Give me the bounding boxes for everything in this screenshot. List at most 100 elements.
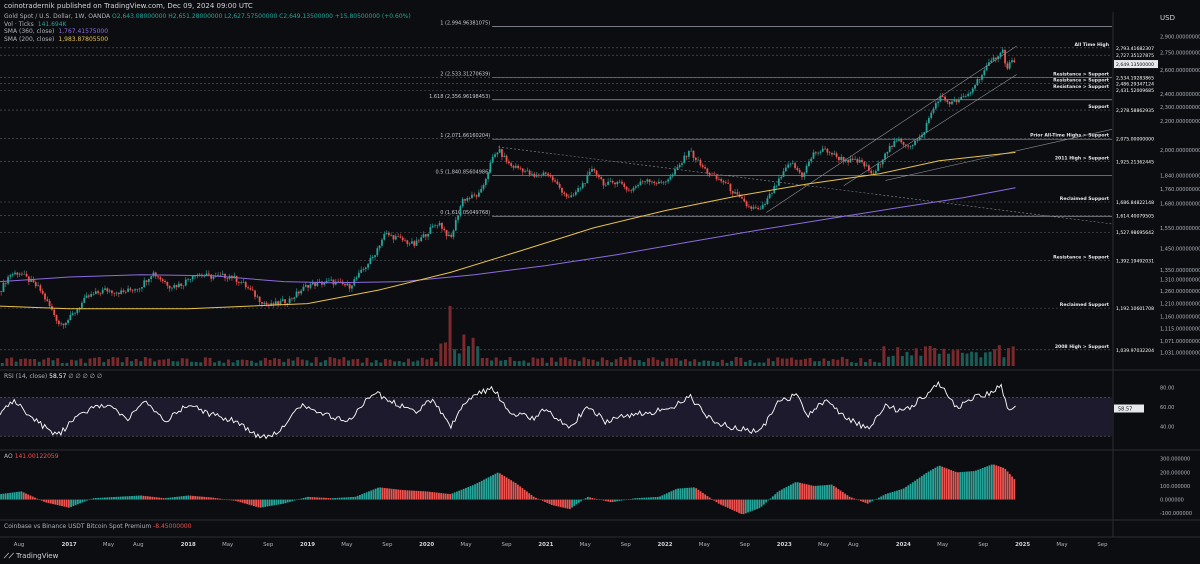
price-candle [83, 297, 86, 303]
volume-bar [993, 349, 997, 366]
volume-bar [527, 362, 531, 366]
ao-bar [767, 499, 770, 501]
volume-bar [651, 357, 655, 366]
volume-bar [1011, 346, 1015, 366]
price-candle [597, 174, 600, 178]
price-candle [826, 148, 829, 153]
ao-bar [449, 494, 452, 500]
ao-bar [198, 496, 201, 500]
price-candle [962, 96, 965, 97]
volume-bar [365, 357, 369, 366]
sr-price-label: 2,278.58862935 [1116, 108, 1154, 114]
price-candle [129, 288, 132, 290]
price-candle [399, 236, 402, 238]
volume-bar [323, 360, 327, 366]
ao-bar [81, 499, 84, 503]
sma360-label[interactable]: SMA (360, close) [4, 28, 55, 36]
ao-bar [135, 495, 138, 500]
volume-bar [46, 357, 50, 366]
price-candle [471, 194, 473, 199]
price-candle [745, 201, 748, 206]
ao-bar [697, 489, 700, 500]
price-candle [928, 118, 930, 124]
ao-bar [178, 496, 181, 500]
price-candle [224, 273, 226, 279]
price-candle [704, 167, 706, 169]
price-candle [242, 282, 245, 283]
ao-bar [796, 482, 799, 500]
symbol-title[interactable]: Gold Spot / U.S. Dollar, 1W, OANDA [4, 13, 111, 20]
volume-bar [674, 357, 678, 366]
price-candle [801, 172, 803, 178]
sr-price-label: 1,925.21362445 [1116, 160, 1154, 166]
ao-label[interactable]: AO [4, 453, 13, 460]
price-candle [978, 79, 981, 80]
tradingview-logo[interactable]: ⟋⟋ TradingView [4, 552, 58, 561]
ao-bar [223, 499, 226, 500]
ao-bar [151, 496, 154, 500]
price-candle [706, 168, 709, 174]
price-candle [452, 230, 455, 237]
rsi-dots: ∅ ∅ ∅ ∅ ∅ [68, 373, 103, 380]
price-candle [39, 285, 42, 291]
price-candle [634, 186, 637, 188]
price-candle [154, 272, 157, 277]
ao-bar [451, 493, 454, 500]
ao-bar [756, 499, 758, 510]
ao-bar [814, 485, 817, 500]
volume-bar [707, 360, 711, 366]
tradingview-icon: ⟋⟋ [4, 552, 14, 560]
ao-bar [647, 497, 650, 500]
ao-bar [300, 498, 303, 500]
volume-bar [550, 357, 554, 366]
ao-bar [113, 497, 115, 500]
sma200-label[interactable]: SMA (200, close) [4, 35, 55, 43]
ao-bar [918, 477, 921, 500]
ao-bar [902, 488, 905, 500]
price-candle [821, 148, 824, 152]
price-candle [766, 198, 769, 205]
volume-bar [23, 358, 27, 366]
ao-bar [751, 499, 754, 511]
price-candle [177, 283, 180, 288]
price-candle [4, 282, 7, 284]
sma360-value: 1,767.41575000 [58, 28, 109, 36]
price-candle [37, 285, 39, 287]
price-candle [385, 233, 388, 234]
price-candle [198, 274, 201, 276]
volume-bar [965, 353, 969, 366]
ao-bar [390, 488, 393, 500]
ao-bar [896, 490, 898, 500]
price-candle [1004, 49, 1006, 64]
ao-bar [519, 486, 522, 500]
ao-bar [616, 499, 619, 502]
vol-label[interactable]: Vol · Ticks [4, 20, 34, 28]
price-candle [581, 183, 584, 188]
ao-bar [907, 485, 910, 500]
price-candle [676, 167, 679, 170]
price-candle [542, 172, 545, 175]
ao-tick-label: 200.000000 [1160, 470, 1190, 476]
price-candle [286, 303, 289, 304]
price-candle [824, 148, 826, 150]
price-candle [925, 123, 928, 133]
ao-bar [368, 491, 370, 500]
volume-bar [868, 358, 872, 366]
price-candle [1011, 60, 1013, 63]
price-candle [694, 157, 697, 161]
volume-bar [522, 360, 526, 366]
ao-bar [887, 493, 889, 500]
volume-bar [245, 359, 249, 366]
price-candle [720, 179, 723, 182]
price-candle [678, 164, 681, 168]
ao-bar [284, 499, 287, 504]
ao-bar [230, 499, 233, 501]
price-tick-label: 1,071.00000000 [1160, 339, 1200, 345]
ao-bar [516, 484, 519, 500]
volume-bar [536, 358, 540, 366]
premium-label[interactable]: Coinbase vs Binance USDT Bitcoin Spot Pr… [4, 523, 152, 530]
price-candle [381, 239, 383, 246]
ao-bar [938, 465, 941, 500]
rsi-label[interactable]: RSI (14, close) [4, 373, 48, 380]
